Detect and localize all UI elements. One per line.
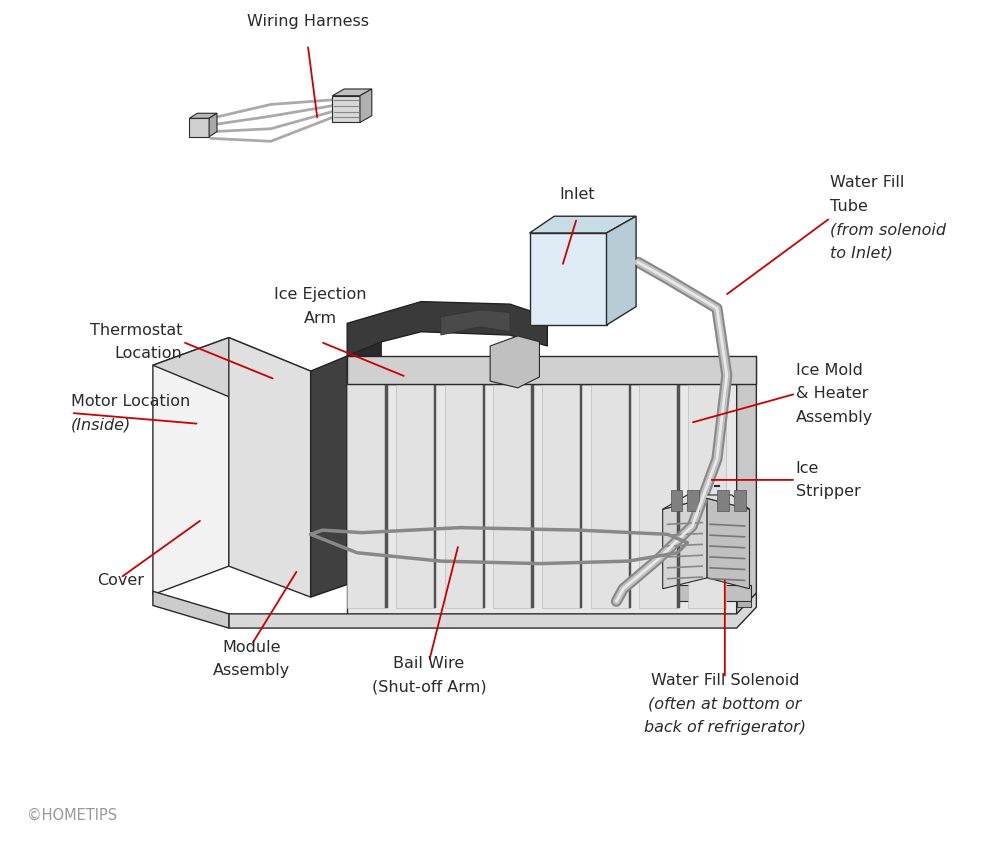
Text: ©HOMETIPS: ©HOMETIPS [27, 808, 117, 823]
Text: Ice: Ice [796, 460, 819, 476]
Polygon shape [229, 338, 311, 597]
Polygon shape [189, 113, 217, 118]
Polygon shape [332, 95, 360, 123]
Text: (from solenoid: (from solenoid [830, 222, 946, 237]
Polygon shape [347, 384, 737, 618]
Polygon shape [606, 216, 636, 325]
Polygon shape [737, 356, 756, 618]
Polygon shape [591, 386, 629, 608]
Polygon shape [717, 490, 729, 511]
Polygon shape [671, 490, 682, 511]
Polygon shape [639, 386, 677, 608]
Polygon shape [332, 89, 372, 95]
Polygon shape [677, 386, 680, 608]
Polygon shape [347, 386, 385, 608]
Text: Ice Ejection: Ice Ejection [274, 288, 367, 302]
Polygon shape [530, 216, 636, 233]
Polygon shape [153, 338, 229, 595]
Polygon shape [734, 490, 746, 511]
Polygon shape [153, 591, 229, 628]
Text: Arm: Arm [304, 311, 337, 326]
Polygon shape [493, 386, 531, 608]
Text: Module: Module [222, 640, 281, 654]
Polygon shape [441, 310, 510, 335]
Text: Thermostat: Thermostat [90, 323, 182, 338]
Text: (Shut-off Arm): (Shut-off Arm) [372, 680, 486, 695]
Polygon shape [687, 490, 699, 511]
Text: Ice Mold: Ice Mold [796, 363, 863, 378]
Text: to Inlet): to Inlet) [830, 246, 893, 260]
Polygon shape [385, 386, 388, 608]
Polygon shape [189, 118, 209, 137]
Text: Cover: Cover [97, 573, 144, 588]
Polygon shape [360, 89, 372, 123]
Text: & Heater: & Heater [796, 386, 868, 401]
Text: Stripper: Stripper [796, 484, 861, 500]
Text: back of refrigerator): back of refrigerator) [644, 720, 806, 735]
Polygon shape [707, 499, 749, 589]
Text: Motor Location: Motor Location [71, 394, 190, 408]
Text: Water Fill Solenoid: Water Fill Solenoid [651, 673, 799, 688]
Polygon shape [645, 602, 658, 607]
Polygon shape [396, 386, 434, 608]
Polygon shape [347, 342, 382, 356]
Text: Assembly: Assembly [796, 409, 873, 425]
Polygon shape [737, 602, 751, 607]
Text: Tube: Tube [830, 198, 868, 214]
Polygon shape [347, 301, 547, 356]
Polygon shape [153, 338, 311, 399]
Polygon shape [542, 386, 580, 608]
Polygon shape [645, 585, 751, 602]
Text: Wiring Harness: Wiring Harness [247, 14, 369, 29]
Text: Location: Location [115, 346, 182, 361]
Polygon shape [434, 386, 436, 608]
Text: Assembly: Assembly [213, 663, 290, 678]
Polygon shape [688, 386, 726, 608]
Polygon shape [663, 495, 749, 509]
Polygon shape [531, 386, 534, 608]
Polygon shape [490, 336, 539, 388]
Polygon shape [445, 386, 483, 608]
Polygon shape [663, 499, 707, 589]
Text: Inlet: Inlet [559, 187, 595, 202]
Polygon shape [629, 386, 631, 608]
Polygon shape [580, 386, 582, 608]
Text: Bail Wire: Bail Wire [393, 656, 465, 671]
Polygon shape [209, 113, 217, 137]
Polygon shape [530, 233, 606, 325]
Text: (often at bottom or: (often at bottom or [648, 697, 802, 711]
Polygon shape [311, 356, 347, 597]
Polygon shape [347, 356, 756, 384]
Text: (Inside): (Inside) [71, 417, 131, 432]
Text: Water Fill: Water Fill [830, 175, 905, 191]
Polygon shape [229, 593, 756, 628]
Polygon shape [483, 386, 485, 608]
